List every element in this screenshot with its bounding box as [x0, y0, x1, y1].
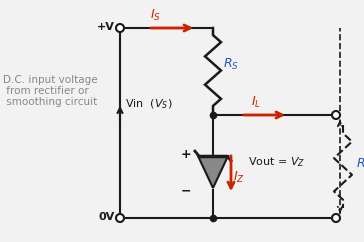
- Circle shape: [116, 214, 124, 222]
- Text: +V: +V: [97, 22, 115, 32]
- Circle shape: [116, 24, 124, 32]
- Polygon shape: [198, 156, 228, 188]
- Text: $R_S$: $R_S$: [223, 56, 239, 72]
- Text: −: −: [181, 184, 191, 197]
- Text: 0V: 0V: [99, 212, 115, 222]
- Text: from rectifier or: from rectifier or: [3, 86, 89, 96]
- Text: +: +: [181, 148, 191, 160]
- Text: smoothing circuit: smoothing circuit: [3, 97, 97, 107]
- Text: D.C. input voltage: D.C. input voltage: [3, 75, 98, 85]
- Text: $I_Z$: $I_Z$: [233, 169, 245, 185]
- Text: $R_L$: $R_L$: [356, 156, 364, 172]
- Text: $I_L$: $I_L$: [251, 95, 261, 110]
- Text: Vin  ($V_S$): Vin ($V_S$): [125, 97, 173, 111]
- Text: Vout = $V_Z$: Vout = $V_Z$: [248, 155, 305, 169]
- Text: $I_S$: $I_S$: [150, 8, 161, 23]
- Circle shape: [332, 111, 340, 119]
- Circle shape: [332, 214, 340, 222]
